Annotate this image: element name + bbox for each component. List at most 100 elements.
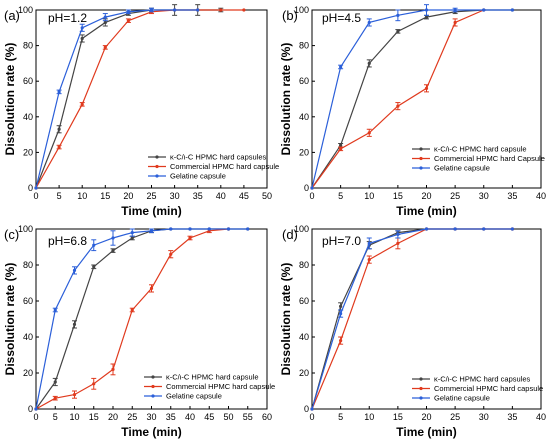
legend-label: κ-C/ι-C HPMC hard capsule (434, 145, 527, 154)
y-tick-label: 20 (299, 147, 309, 157)
x-tick-label: 15 (393, 412, 403, 422)
data-point (92, 382, 96, 386)
data-point (80, 36, 84, 41)
y-tick-label: 60 (299, 76, 309, 86)
x-tick-label: 30 (479, 412, 489, 422)
data-point (396, 241, 400, 245)
data-point (126, 10, 130, 14)
data-point (173, 8, 177, 12)
data-point (72, 268, 77, 272)
data-point (453, 227, 457, 231)
legend-marker (419, 156, 423, 161)
legend-marker (419, 377, 423, 381)
chart-panel-3: 0 5 10 15 20 25 30 35 40 45 50 55 60 0 20 40 60 80 100 Time… (3, 224, 275, 439)
x-tick-label: 55 (243, 412, 253, 422)
x-tick-label: 10 (77, 191, 87, 201)
legend-marker (419, 386, 423, 391)
data-point (72, 393, 77, 397)
x-tick-label: 30 (146, 412, 156, 422)
legend-label: Commercial HPMC hard capsule (170, 162, 279, 171)
data-point (57, 145, 61, 149)
x-tick-label: 0 (33, 412, 38, 422)
data-point (453, 8, 457, 12)
data-point (339, 339, 343, 343)
y-tick-label: 20 (23, 368, 33, 378)
x-tick-label: 60 (262, 412, 272, 422)
data-point (130, 308, 134, 312)
data-point (92, 243, 96, 247)
data-point (339, 65, 343, 69)
x-tick-label: 0 (33, 191, 38, 201)
data-point (207, 227, 211, 231)
panel-letter: (b) (282, 8, 298, 23)
x-tick-label: 40 (216, 191, 226, 201)
y-tick-label: 80 (299, 260, 309, 270)
x-tick-label: 50 (262, 191, 272, 201)
data-point (367, 20, 371, 25)
legend-marker (155, 174, 159, 178)
legend-label: Gelatine capsule (434, 164, 490, 173)
data-point (34, 186, 38, 190)
legend-label: Commercial HPMC hard capsule (434, 384, 543, 393)
y-tick-label: 0 (304, 183, 309, 193)
ph-title: pH=4.5 (322, 11, 361, 25)
x-tick-label: 30 (479, 191, 489, 201)
x-tick-label: 10 (364, 191, 374, 201)
ph-title: pH=1.2 (48, 11, 87, 25)
x-axis-title: Time (min) (121, 425, 181, 439)
data-point (226, 227, 231, 231)
legend-label: κ-C/ι-C HPMC hard capsules (434, 375, 531, 384)
ph-title: pH=6.8 (48, 234, 87, 248)
y-tick-label: 20 (299, 368, 309, 378)
data-point (130, 236, 134, 240)
x-tick-label: 0 (309, 191, 314, 201)
panel-letter: (c) (4, 227, 19, 242)
x-tick-label: 5 (338, 412, 343, 422)
data-point (310, 186, 314, 190)
x-tick-label: 50 (223, 412, 233, 422)
y-tick-label: 100 (294, 224, 309, 234)
data-point (339, 143, 343, 147)
x-tick-label: 35 (507, 191, 517, 201)
legend-marker (155, 164, 159, 169)
data-point (126, 19, 130, 23)
data-point (111, 249, 115, 253)
data-point (169, 227, 173, 231)
y-tick-label: 40 (23, 112, 33, 122)
x-tick-label: 15 (393, 191, 403, 201)
x-tick-label: 15 (100, 191, 110, 201)
data-point (196, 8, 200, 12)
x-tick-label: 45 (204, 412, 214, 422)
legend-label: κ-C/ι-C HPMC hard capsules (170, 153, 267, 162)
chart-panel-4: 0 5 10 15 20 25 30 35 40 0 20 40 60 80 100 Time (min) Di… (279, 224, 546, 439)
x-tick-label: 25 (450, 412, 460, 422)
x-tick-label: 35 (193, 191, 203, 201)
data-point (424, 15, 429, 19)
data-point (510, 8, 514, 12)
data-point (72, 322, 77, 326)
chart-panel-1: 0 5 10 15 20 25 30 35 40 45 50 0 20 40 60 80 100 Time (mi… (3, 4, 279, 218)
data-point (396, 13, 400, 17)
y-axis-title: Dissolution rate (%) (3, 43, 17, 156)
data-point (424, 86, 429, 90)
data-point (188, 227, 192, 231)
data-point (130, 231, 134, 235)
x-tick-label: 35 (166, 412, 176, 422)
legend-marker (419, 396, 423, 400)
y-tick-label: 80 (23, 41, 33, 51)
x-tick-label: 30 (170, 191, 180, 201)
data-point (453, 20, 457, 25)
y-tick-label: 0 (304, 404, 309, 414)
data-point (219, 8, 223, 12)
data-point (53, 380, 57, 384)
panel-letter: (a) (4, 8, 20, 23)
series-line (35, 9, 244, 189)
data-point (482, 227, 486, 231)
x-axis-title: Time (min) (121, 204, 181, 218)
y-tick-label: 0 (28, 404, 33, 414)
x-tick-label: 40 (185, 412, 195, 422)
data-point (367, 258, 371, 262)
data-point (396, 104, 400, 108)
